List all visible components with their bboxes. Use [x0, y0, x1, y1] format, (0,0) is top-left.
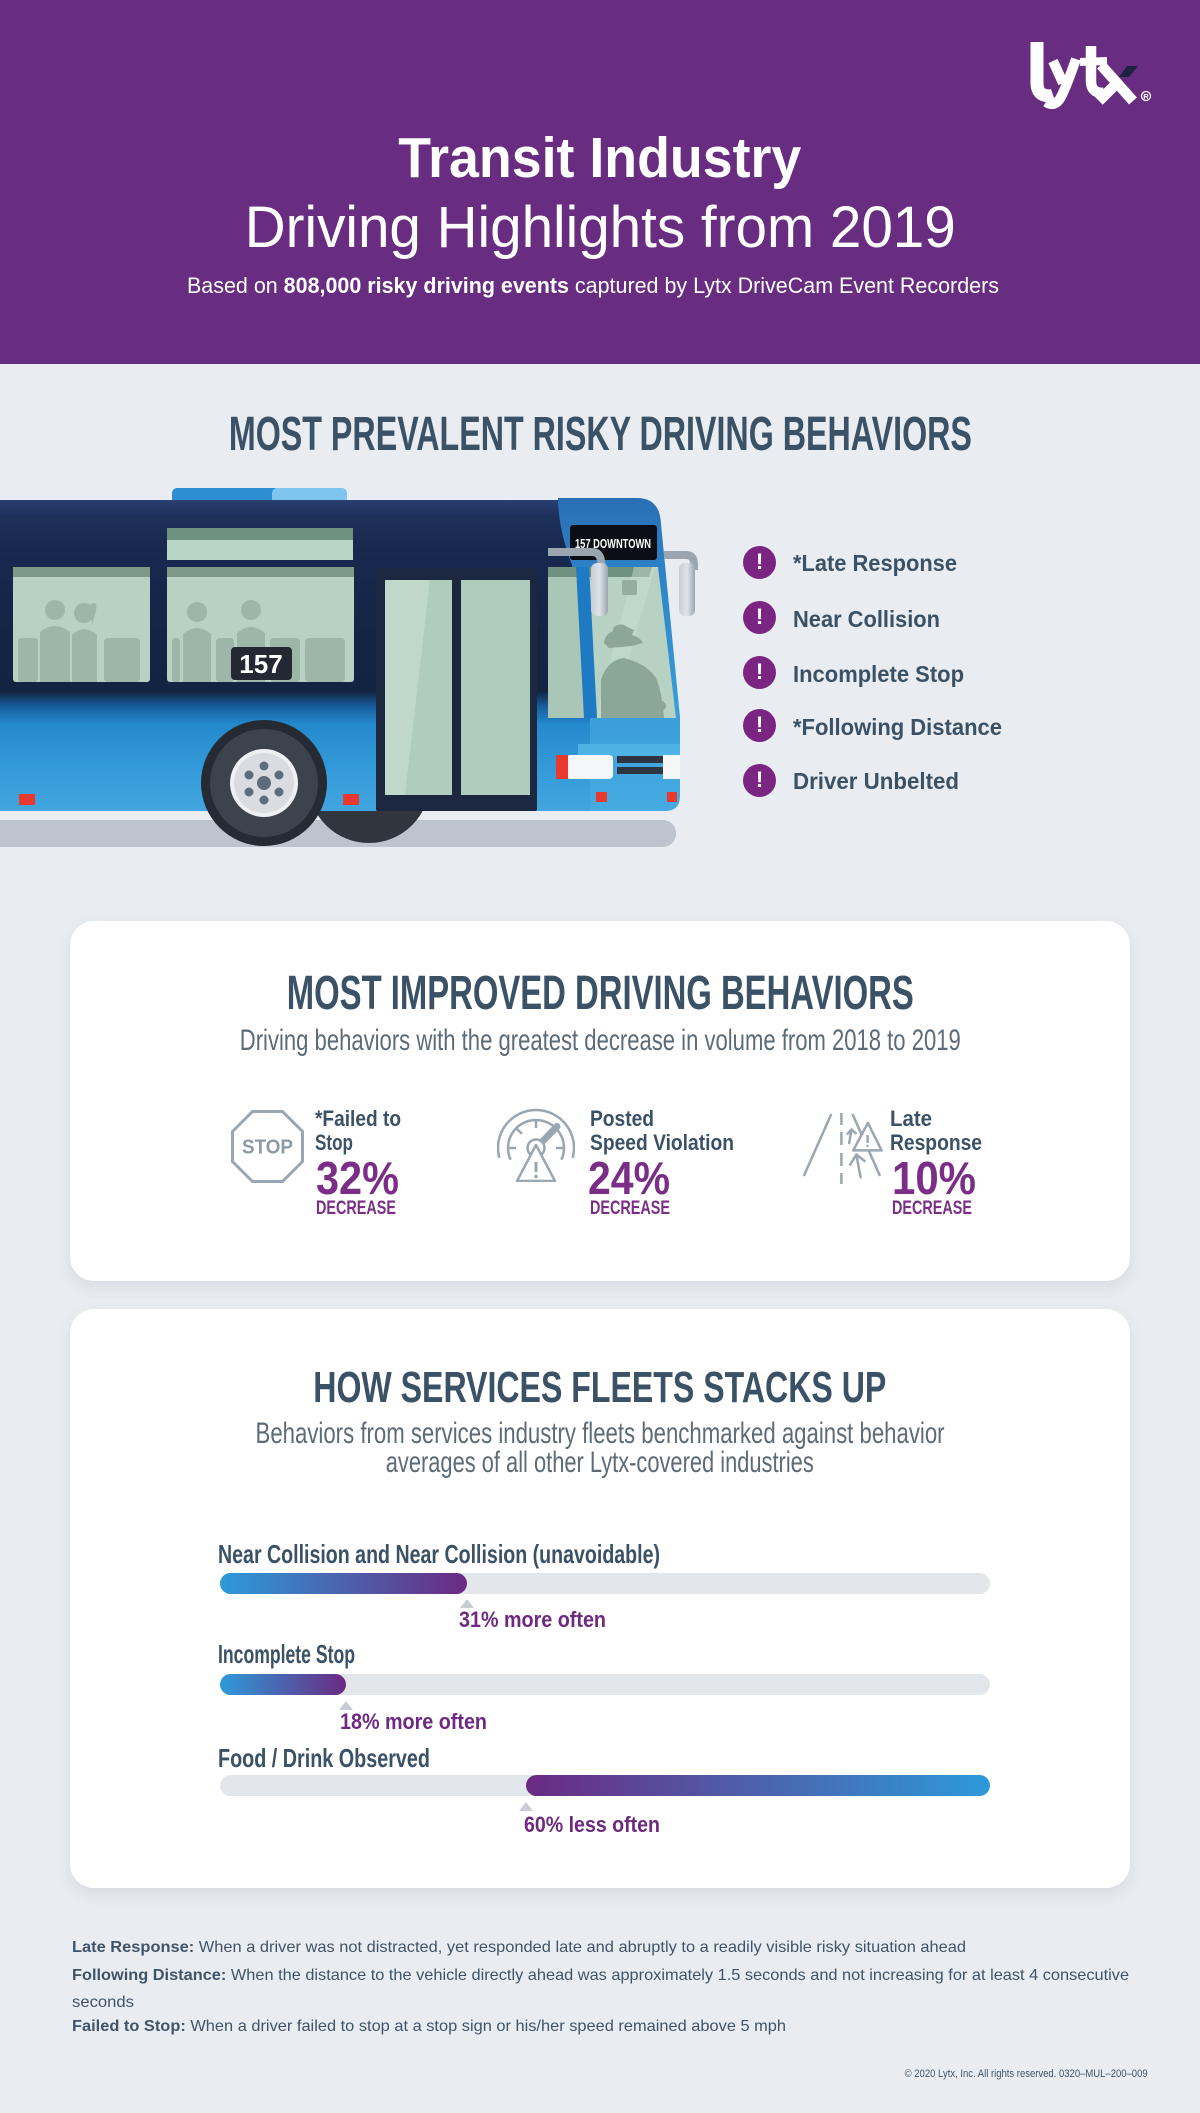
svg-text:R: R	[1143, 92, 1149, 101]
svg-text:157: 157	[239, 649, 282, 679]
svg-text:157 DOWNTOWN: 157 DOWNTOWN	[575, 536, 651, 551]
svg-text:STOP: STOP	[242, 1136, 293, 1159]
